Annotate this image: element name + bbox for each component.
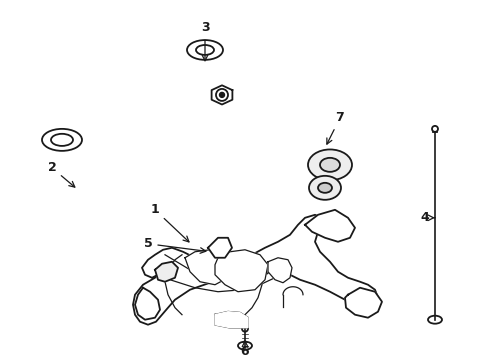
Circle shape [219,93,224,98]
Polygon shape [155,262,178,282]
Polygon shape [215,312,247,328]
Text: 7: 7 [326,111,344,144]
Polygon shape [345,288,381,318]
Polygon shape [215,250,267,292]
Text: 1: 1 [150,203,188,242]
Text: 5: 5 [143,237,205,253]
Polygon shape [135,288,160,320]
Ellipse shape [317,183,331,193]
Text: 6: 6 [240,341,249,358]
Text: 4: 4 [420,211,434,224]
Polygon shape [267,258,291,283]
Text: 2: 2 [47,161,75,187]
Polygon shape [305,210,354,242]
Ellipse shape [308,176,340,200]
Text: 3: 3 [200,22,209,61]
Polygon shape [207,238,231,258]
Ellipse shape [319,158,339,172]
Polygon shape [184,250,231,285]
Ellipse shape [307,149,351,180]
